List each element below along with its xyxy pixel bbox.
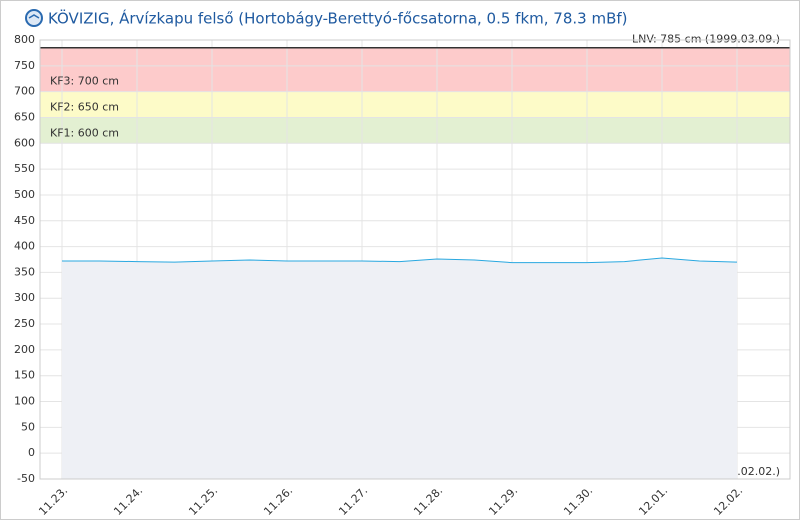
- y-tick-label: 550: [14, 162, 35, 175]
- area-fill: [62, 257, 737, 479]
- y-tick-label: 250: [14, 317, 35, 330]
- y-tick-label: 650: [14, 110, 35, 123]
- y-tick-label: 500: [14, 188, 35, 201]
- y-tick-label: 50: [21, 420, 35, 433]
- threshold-band: [40, 47, 790, 92]
- threshold-band: [40, 117, 790, 144]
- threshold-label: KF3: 700 cm: [50, 75, 119, 88]
- y-tick-label: 0: [28, 446, 35, 459]
- y-tick-label: -50: [17, 472, 35, 485]
- y-tick-label: 450: [14, 214, 35, 227]
- y-tick-label: 100: [14, 395, 35, 408]
- y-tick-label: 600: [14, 136, 35, 149]
- max-level-label: LNV: 785 cm (1999.03.09.): [632, 33, 780, 46]
- plot-border: [39, 39, 791, 480]
- threshold-band: [40, 91, 790, 118]
- threshold-label: KF1: 600 cm: [50, 126, 119, 139]
- y-tick-label: 400: [14, 240, 35, 253]
- y-tick-label: 200: [14, 343, 35, 356]
- threshold-label: KF2: 650 cm: [50, 100, 119, 113]
- logo-icon: [25, 9, 43, 27]
- series-line: [62, 257, 738, 264]
- y-tick-label: 150: [14, 369, 35, 382]
- y-tick-label: 700: [14, 85, 35, 98]
- y-tick-label: 350: [14, 265, 35, 278]
- y-tick-label: 300: [14, 291, 35, 304]
- y-tick-label: 800: [14, 33, 35, 46]
- y-tick-label: 750: [14, 59, 35, 72]
- chart-title: KÖVIZIG, Árvízkapu felső (Hortobágy-Bere…: [48, 9, 628, 28]
